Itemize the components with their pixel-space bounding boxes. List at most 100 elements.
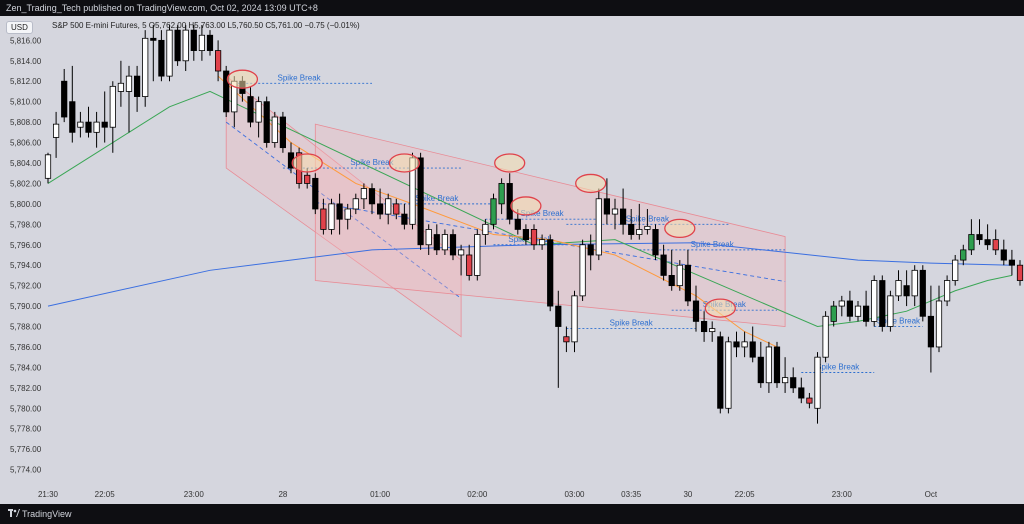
candle-body [433, 234, 440, 251]
candle-body [903, 285, 910, 297]
candle-body [871, 280, 878, 322]
channel-layer [225, 75, 786, 338]
candle-body [611, 208, 619, 215]
candle-body [53, 123, 60, 138]
candle-body [684, 264, 692, 302]
y-tick-label: 5,814.00 [10, 57, 42, 66]
candle-body [944, 280, 951, 302]
candle-body [490, 198, 497, 225]
candle-body [344, 208, 351, 220]
candle-body [846, 300, 854, 317]
candle-body [960, 249, 967, 261]
candle [676, 260, 683, 291]
candle [320, 198, 327, 235]
candle-body [142, 37, 149, 97]
candle [474, 229, 481, 281]
candle-body [571, 295, 578, 343]
candle [741, 331, 748, 358]
candle-body [863, 305, 870, 322]
candle-body [741, 341, 748, 348]
candle-body [595, 198, 602, 256]
candle-body [385, 198, 392, 215]
x-tick-label: 03:35 [621, 490, 642, 499]
candlestick-chart[interactable]: Spike Break Spike Break Spike Break Spike B… [0, 16, 1024, 504]
candle-body [158, 39, 165, 77]
x-tick-label: Oct [925, 490, 938, 499]
spike-circle [494, 153, 526, 173]
candle-body [692, 300, 700, 322]
x-tick-label: 23:00 [184, 490, 205, 499]
y-tick-label: 5,784.00 [10, 363, 42, 372]
candle [822, 311, 829, 363]
candle [798, 377, 805, 404]
spike-break-label: Spike Break [278, 73, 322, 82]
candle-body [717, 336, 724, 409]
candle [142, 30, 149, 107]
candle [749, 326, 756, 363]
candle [1008, 249, 1016, 276]
candle [401, 203, 408, 230]
candle-body [587, 244, 594, 256]
candle-body [887, 295, 894, 327]
candle [522, 224, 530, 245]
candle-body [814, 356, 821, 409]
candle-body [773, 346, 781, 384]
candle-body [223, 70, 230, 113]
candle [717, 331, 724, 414]
candle-body [757, 356, 764, 384]
candle-body [498, 183, 505, 205]
candle-body [190, 29, 197, 51]
x-tick-label: 01:00 [370, 490, 391, 499]
candle [53, 111, 60, 158]
candle [960, 244, 967, 266]
candle [93, 111, 100, 148]
candle [968, 219, 975, 255]
candle [530, 224, 538, 250]
y-tick-label: 5,794.00 [10, 261, 42, 270]
candle-body [652, 229, 659, 256]
candle-body [271, 116, 278, 143]
candle-body [725, 341, 732, 409]
candle [773, 341, 781, 388]
candle [547, 234, 554, 312]
footer-brand: TradingView [22, 509, 72, 519]
spike-break-label: Spike Break [877, 317, 921, 326]
chart-area[interactable]: Spike Break Spike Break Spike Break Spike B… [0, 16, 1024, 504]
candle-body [798, 387, 805, 399]
y-tick-label: 5,796.00 [10, 241, 42, 250]
candle-body [522, 229, 530, 241]
candle-body [77, 121, 84, 128]
candle-body [579, 244, 586, 297]
candle-body [644, 225, 651, 230]
candle [441, 229, 449, 255]
candle [652, 224, 659, 261]
candle [587, 234, 594, 271]
x-tick-label: 28 [278, 490, 287, 499]
candle-body [854, 305, 862, 317]
candle [490, 193, 497, 230]
candle-body [895, 280, 902, 297]
y-tick-label: 5,790.00 [10, 302, 42, 311]
candle [620, 188, 627, 235]
y-tick-label: 5,800.00 [10, 200, 42, 209]
candle [166, 25, 173, 82]
candle-body [93, 121, 100, 133]
spike-circles [226, 69, 736, 318]
candle-body [117, 82, 124, 92]
candle-body [992, 239, 999, 251]
candle [466, 244, 473, 281]
candle-body [984, 239, 991, 246]
candle-body [733, 341, 740, 348]
candle [660, 244, 667, 281]
candle [125, 65, 133, 133]
x-tick-label: 02:00 [467, 490, 488, 499]
symbol-legend: S&P 500 E-mini Futures, 5 O5,762.00 H5,7… [52, 21, 360, 30]
candle-body [417, 157, 424, 246]
candle [757, 341, 764, 388]
candle [911, 265, 918, 307]
y-tick-label: 5,804.00 [10, 159, 42, 168]
candle [198, 25, 205, 61]
currency-button[interactable]: USD [6, 21, 33, 34]
candle-body [255, 101, 262, 123]
candle [814, 352, 821, 424]
